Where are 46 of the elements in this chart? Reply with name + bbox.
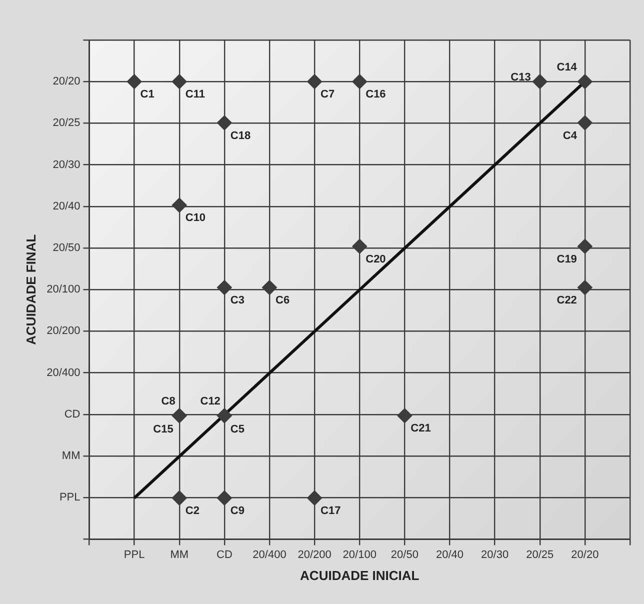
- annotation: C14: [556, 62, 578, 74]
- annotation: C9: [230, 505, 244, 518]
- annotation: C16: [366, 88, 386, 101]
- annotation: C5: [230, 424, 244, 436]
- x-tick-label: 20/40: [436, 548, 464, 561]
- category-label: PPL: [59, 492, 80, 504]
- x-tick-label: 20/200: [298, 548, 332, 561]
- x-axis-title: ACUIDADE INICIAL: [300, 568, 420, 583]
- annotation: C8: [161, 396, 176, 408]
- category-label: 20/20: [52, 76, 80, 88]
- annotation: C17: [320, 505, 341, 518]
- x-tick-label: 20/30: [481, 548, 509, 561]
- annotation: C7: [320, 88, 335, 101]
- annotation: C11: [185, 88, 205, 101]
- x-tick-label: 20/100: [342, 548, 376, 561]
- annotation: C10: [185, 212, 206, 224]
- category-label: 20/100: [46, 284, 80, 296]
- x-tick-label: 20/25: [526, 548, 554, 561]
- annotation: C1: [140, 88, 154, 101]
- category-label: 20/400: [46, 366, 80, 379]
- category-label: 20/25: [52, 117, 80, 130]
- x-tick-label: PPL: [124, 548, 145, 561]
- annotation: C2: [185, 505, 200, 518]
- category-label: CD: [64, 408, 80, 420]
- y-axis-title: ACUIDADE FINAL: [23, 234, 38, 345]
- x-tick-label: 20/50: [390, 548, 418, 561]
- category-label: 20/40: [52, 200, 80, 212]
- annotation: C20: [366, 253, 386, 266]
- annotation: C21: [410, 422, 431, 435]
- x-tick-label: CD: [216, 548, 232, 561]
- annotation: C13: [510, 72, 531, 84]
- annotation: C6: [275, 294, 290, 307]
- category-label: 20/50: [52, 242, 80, 254]
- annotation: C15: [153, 424, 174, 436]
- category-label: MM: [62, 450, 80, 462]
- category-label: 20/200: [46, 325, 80, 338]
- x-tick-label: 20/400: [252, 548, 286, 561]
- annotation: C3: [230, 294, 244, 307]
- x-tick-label: MM: [170, 548, 189, 561]
- category-label: 20/30: [52, 158, 80, 171]
- annotation: C12: [200, 396, 220, 408]
- annotation: C22: [556, 294, 577, 307]
- annotation: C19: [556, 253, 577, 266]
- annotation: C18: [230, 130, 251, 142]
- annotation: C4: [562, 130, 578, 142]
- x-tick-label: 20/20: [571, 548, 599, 561]
